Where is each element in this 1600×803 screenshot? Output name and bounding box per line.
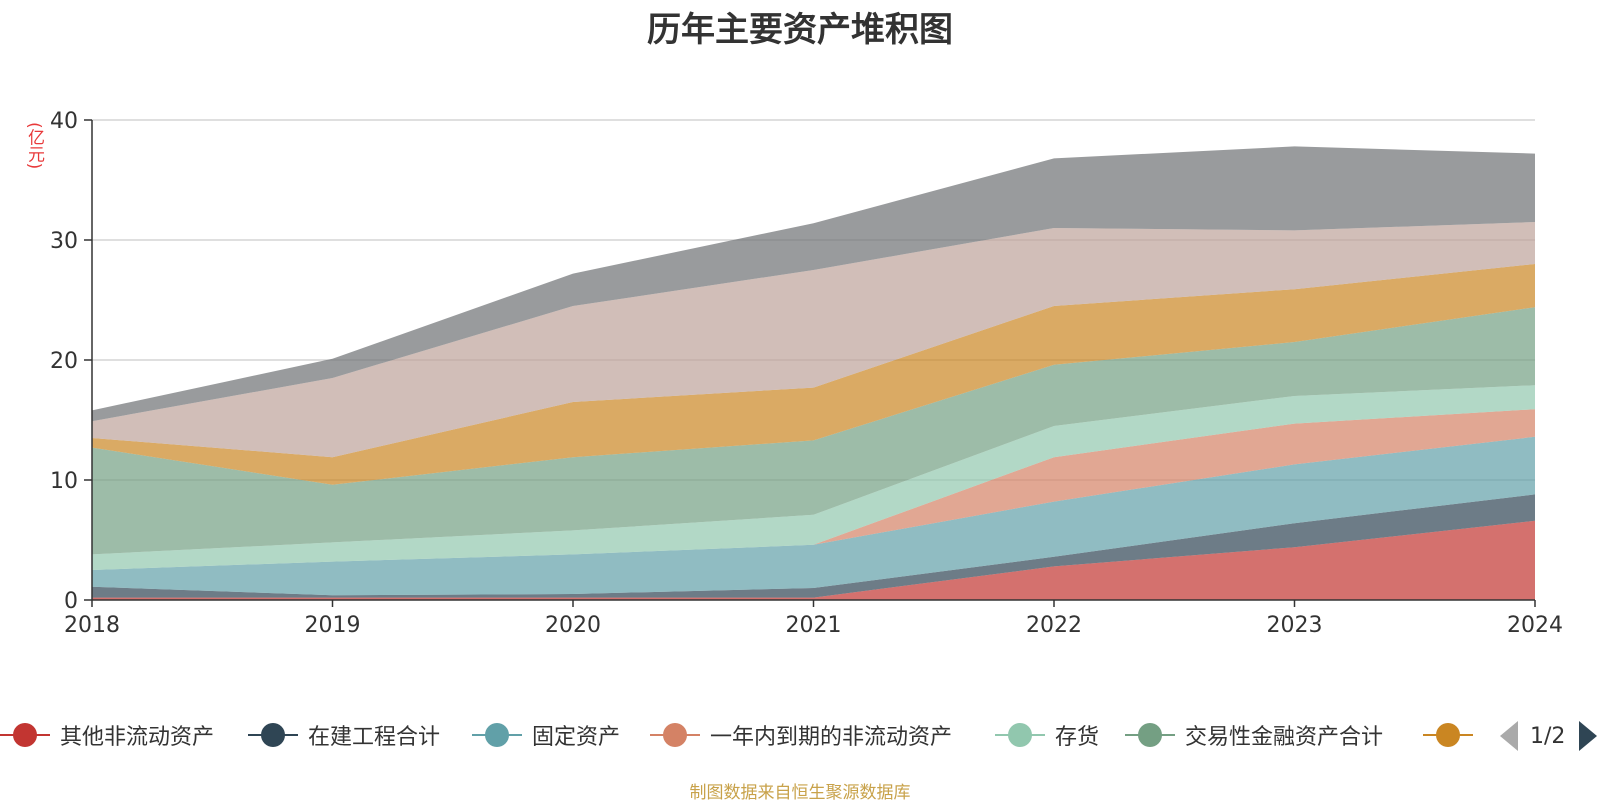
legend-marker-icon	[1125, 723, 1175, 747]
x-tick-label: 2024	[1507, 613, 1563, 638]
x-tick-label: 2021	[786, 613, 842, 638]
x-tick-label: 2022	[1026, 613, 1082, 638]
area-series-5	[92, 307, 1535, 555]
legend-marker-icon	[0, 723, 50, 747]
x-tick-label: 2020	[545, 613, 601, 638]
x-tick-label: 2018	[64, 613, 120, 638]
y-tick-label: 40	[50, 109, 78, 134]
legend-item-1[interactable]: 在建工程合计	[248, 715, 440, 755]
legend-item-2[interactable]: 固定资产	[472, 715, 620, 755]
chart-legend: 其他非流动资产 在建工程合计 固定资产 一年内到期的非流动资产 存货 交易性金融…	[0, 715, 1600, 755]
y-axis-unit-label: (亿元)	[24, 122, 44, 170]
area-series-6	[92, 264, 1535, 485]
x-tick-label: 2023	[1267, 613, 1323, 638]
area-series-4	[92, 385, 1535, 570]
area-series-0	[92, 520, 1535, 600]
y-tick-label: 30	[50, 229, 78, 254]
data-source-note: 制图数据来自恒生聚源数据库	[689, 783, 911, 803]
triangle-left-icon[interactable]	[1500, 721, 1518, 751]
legend-label: 存货	[1055, 725, 1100, 750]
legend-label: 其他非流动资产	[60, 725, 215, 750]
y-tick-label: 10	[50, 469, 78, 494]
area-series-3	[92, 409, 1535, 570]
legend-label: 交易性金融资产合计	[1185, 725, 1384, 750]
area-series-7	[92, 222, 1535, 458]
area-series-1	[92, 494, 1535, 598]
legend-marker-icon	[995, 723, 1045, 747]
legend-label: 一年内到期的非流动资产	[710, 725, 953, 750]
legend-label: 固定资产	[532, 725, 621, 750]
legend-pager: 1/2	[1500, 718, 1600, 754]
legend-marker-icon	[1423, 723, 1473, 747]
triangle-right-icon[interactable]	[1579, 721, 1598, 751]
legend-label: 在建工程合计	[308, 725, 441, 750]
legend-marker-icon	[650, 723, 700, 747]
legend-item-4[interactable]: 存货	[995, 715, 1099, 755]
legend-marker-icon	[472, 723, 522, 747]
area-series-8	[92, 146, 1535, 422]
legend-item-0[interactable]: 其他非流动资产	[0, 715, 214, 755]
area-series-2	[92, 436, 1535, 596]
x-tick-label: 2019	[305, 613, 361, 638]
y-tick-label: 0	[64, 589, 78, 614]
y-tick-label: 20	[50, 349, 78, 374]
legend-item-6[interactable]	[1423, 715, 1483, 755]
legend-marker-icon	[248, 723, 298, 747]
chart-title: 历年主要资产堆积图	[647, 10, 953, 50]
legend-page-indicator: 1/2	[1530, 723, 1566, 749]
stacked-area-chart: 0 10 20 30 40 2018 2019 2020 2021 2022 2023 2024	[50, 109, 1563, 638]
legend-item-5[interactable]: 交易性金融资产合计	[1125, 715, 1383, 755]
legend-item-3[interactable]: 一年内到期的非流动资产	[650, 715, 952, 755]
